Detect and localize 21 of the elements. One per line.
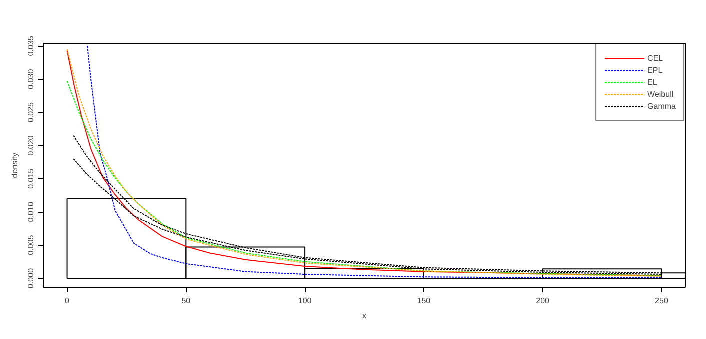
x-tick-label: 50 [182, 296, 192, 306]
x-tick-label: 150 [417, 296, 432, 306]
y-tick-label: 0.035 [26, 36, 36, 56]
legend-label: Gamma [648, 100, 676, 112]
x-tick-label: 0 [65, 296, 70, 306]
y-tick-label: 0.000 [26, 268, 36, 288]
x-tick-label: 100 [298, 296, 312, 306]
x-tick-label: 250 [655, 296, 669, 306]
y-tick-label: 0.030 [26, 68, 36, 90]
y-tick-label: 0.005 [26, 234, 36, 256]
y-tick-label: 0.025 [26, 102, 36, 123]
legend-label: Weibull [648, 88, 674, 100]
legend-label: CEL [648, 52, 664, 64]
y-axis-title: density [10, 152, 20, 178]
y-tick-label: 0.010 [26, 202, 36, 222]
x-tick-label: 200 [536, 296, 550, 306]
x-axis-title: x [362, 312, 366, 320]
legend-label: EL [648, 76, 658, 88]
y-tick-label: 0.020 [26, 135, 36, 156]
y-tick-label: 0.015 [26, 168, 36, 189]
legend-label: EPL [648, 64, 664, 76]
